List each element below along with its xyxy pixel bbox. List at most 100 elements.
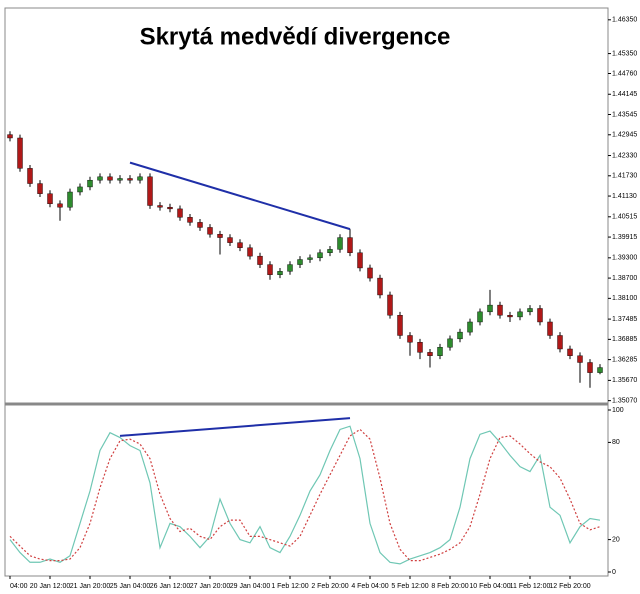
candle-body: [477, 311, 483, 323]
candle-body: [397, 315, 403, 336]
candle-body: [557, 335, 563, 350]
y-tick-label: 1.41130: [612, 193, 637, 200]
candle-body: [327, 249, 333, 253]
candle-body: [167, 206, 173, 210]
candle-body: [507, 315, 513, 318]
candle-body: [7, 134, 13, 139]
x-tick-label: 21 Jan 20:00: [70, 583, 111, 590]
candle-body: [347, 237, 353, 253]
y-tick-label: 1.44760: [612, 70, 637, 77]
y-tick-label: 1.42945: [612, 132, 637, 139]
x-tick-label: 1 Feb 12:00: [271, 583, 308, 590]
y-tick-label: 20: [612, 536, 620, 543]
candle-body: [577, 355, 583, 363]
candle-body: [357, 252, 363, 269]
x-tick-label: 04:00: [10, 583, 28, 590]
candle-body: [527, 308, 533, 313]
x-tick-label: 2 Feb 20:00: [311, 583, 348, 590]
candle-body: [447, 338, 453, 348]
candle-body: [137, 176, 143, 181]
candle-body: [197, 222, 203, 228]
candle-body: [277, 271, 283, 275]
candle-body: [77, 186, 83, 193]
candle-body: [487, 304, 493, 313]
candle-body: [587, 362, 593, 373]
y-tick-label: 1.35070: [612, 397, 637, 404]
candle-body: [457, 331, 463, 340]
candle-body: [297, 259, 303, 265]
y-tick-label: 1.38700: [612, 275, 637, 282]
chart-title: Skrytá medvědí divergence: [140, 23, 451, 50]
candle-body: [97, 176, 103, 181]
candle-body: [407, 335, 413, 343]
candle-body: [437, 347, 443, 356]
y-tick-label: 1.38100: [612, 295, 637, 302]
candle-body: [227, 237, 233, 243]
candle-body: [387, 294, 393, 316]
y-tick-label: 1.37485: [612, 316, 637, 323]
x-tick-label: 11 Feb 12:00: [510, 583, 551, 590]
candle-body: [127, 178, 133, 181]
candle-body: [237, 242, 243, 248]
candle-body: [117, 178, 123, 181]
candle-body: [317, 252, 323, 259]
trend-line: [129, 161, 351, 231]
candle-body: [67, 191, 73, 208]
x-tick-label: 4 Feb 04:00: [351, 583, 388, 590]
oscillator-line: [9, 428, 601, 562]
candle-body: [147, 176, 153, 206]
candle-body: [107, 176, 113, 181]
y-tick-label: 100: [612, 407, 624, 414]
y-tick-label: 1.41730: [612, 173, 637, 180]
candle-body: [187, 217, 193, 223]
candle-body: [257, 255, 263, 265]
x-tick-label: 10 Feb 04:00: [469, 583, 510, 590]
y-tick-label: 1.42330: [612, 152, 637, 159]
y-tick-label: 80: [612, 439, 620, 446]
candle-body: [87, 179, 93, 188]
candle-body: [287, 264, 293, 272]
x-tick-label: 12 Feb 20:00: [549, 583, 590, 590]
candle-body: [247, 247, 253, 257]
x-tick-label: 5 Feb 12:00: [391, 583, 428, 590]
oscillator-line: [9, 425, 601, 565]
candle-body: [417, 342, 423, 353]
x-tick-label: 20 Jan 12:00: [30, 583, 71, 590]
y-tick-label: 1.40515: [612, 214, 637, 221]
x-tick-label: 25 Jan 04:00: [110, 583, 151, 590]
y-tick-label: 1.36285: [612, 356, 637, 363]
candle-body: [367, 267, 373, 279]
y-tick-label: 0: [612, 569, 616, 576]
candle-body: [47, 193, 53, 205]
y-tick-label: 1.36885: [612, 336, 637, 343]
plot-frame: [4, 7, 609, 577]
y-tick-label: 1.45350: [612, 50, 637, 57]
candle-body: [27, 168, 33, 184]
x-tick-label: 29 Jan 04:00: [230, 583, 271, 590]
candle-body: [157, 205, 163, 208]
candle-body: [467, 321, 473, 333]
candle-body: [537, 308, 543, 323]
candle-body: [597, 367, 603, 373]
candle-body: [427, 352, 433, 356]
candle-body: [337, 237, 343, 250]
candle-body: [567, 348, 573, 356]
y-tick-label: 1.39915: [612, 234, 637, 241]
candle-body: [517, 311, 523, 318]
y-tick-label: 1.46350: [612, 17, 637, 24]
candle-body: [207, 227, 213, 235]
candle-body: [17, 137, 23, 169]
x-tick-label: 26 Jan 12:00: [150, 583, 191, 590]
y-tick-label: 1.39300: [612, 255, 637, 262]
x-tick-label: 8 Feb 20:00: [431, 583, 468, 590]
y-tick-label: 1.43545: [612, 111, 637, 118]
candle-body: [267, 264, 273, 275]
x-tick-label: 27 Jan 20:00: [190, 583, 231, 590]
candle-body: [377, 277, 383, 296]
candle-body: [217, 233, 223, 238]
candle-body: [177, 208, 183, 218]
candle-body: [37, 183, 43, 194]
candle-body: [57, 203, 63, 208]
